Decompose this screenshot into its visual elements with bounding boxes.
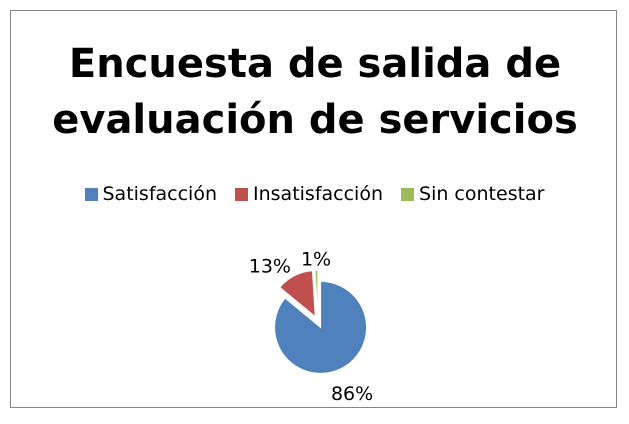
legend-item: Sin contestar [401, 183, 545, 205]
legend-item: Satisfacción [84, 183, 218, 205]
pie-slice [314, 269, 319, 317]
legend-label: Insatisfacción [253, 183, 384, 205]
legend-item: Insatisfacción [235, 183, 383, 205]
pie-slice [279, 270, 316, 318]
legend-label: Satisfacción [102, 183, 218, 205]
data-label: 86% [331, 383, 373, 405]
legend-swatch [84, 187, 98, 201]
legend-swatch [235, 187, 249, 201]
legend-label: Sin contestar [419, 183, 545, 205]
data-label: 13% [249, 255, 291, 277]
legend-swatch [401, 187, 415, 201]
chart-title: Encuesta de salida de evaluación de serv… [52, 41, 578, 143]
data-label: 1% [301, 249, 331, 271]
chart-frame [10, 10, 617, 408]
pie-slice [274, 280, 368, 374]
legend: Satisfacción Insatisfacción Sin contestar [0, 183, 629, 205]
